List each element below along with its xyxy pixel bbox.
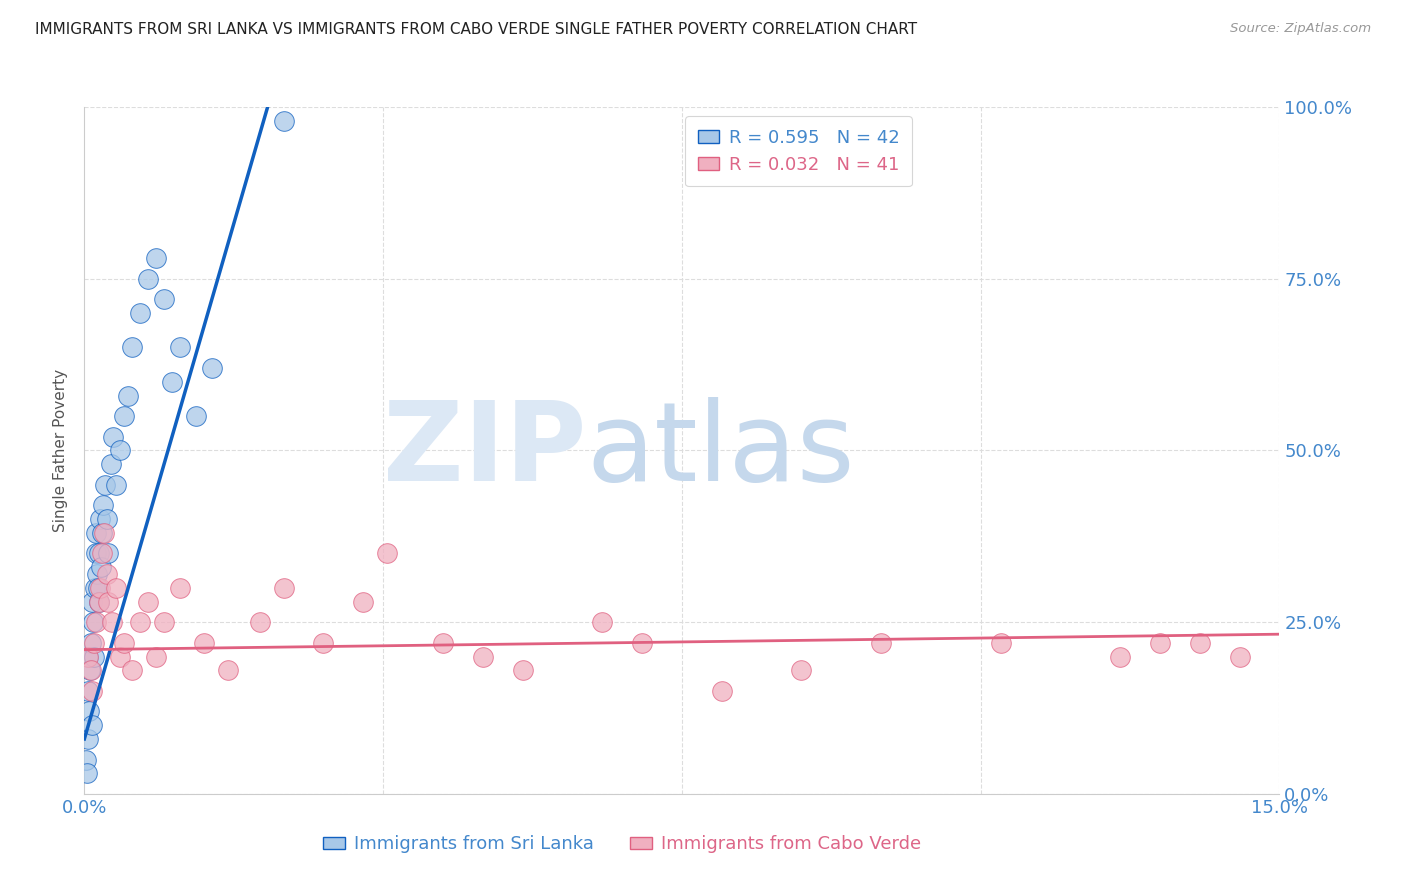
Point (273, 113, 295, 128)
Point (375, 546, 398, 561)
Point (101, 430, 124, 444)
Point (90, 525, 112, 540)
Point (512, 663, 534, 677)
Text: IMMIGRANTS FROM SRI LANKA VS IMMIGRANTS FROM CABO VERDE SINGLE FATHER POVERTY CO: IMMIGRANTS FROM SRI LANKA VS IMMIGRANTS … (35, 22, 917, 37)
Point (160, 375, 183, 389)
Point (97, 594, 120, 608)
Point (86, 525, 108, 540)
Point (105, 478, 128, 492)
Point (93, 499, 115, 513)
Point (110, 649, 132, 664)
Text: Source: ZipAtlas.com: Source: ZipAtlas.com (1230, 22, 1371, 36)
Point (169, 581, 191, 595)
Point (117, 388, 139, 402)
Point (77, 649, 100, 664)
Point (273, 581, 295, 595)
Point (86, 615, 108, 630)
Point (121, 340, 143, 354)
Point (77, 683, 100, 698)
Point (101, 615, 124, 630)
Point (153, 293, 176, 307)
Point (710, 683, 733, 698)
Point (79, 663, 101, 677)
Point (87, 581, 110, 595)
Point (93, 525, 115, 540)
Point (136, 271, 159, 285)
Point (432, 636, 454, 650)
Point (112, 409, 135, 424)
Point (312, 636, 335, 650)
Point (153, 615, 176, 630)
Point (87, 594, 110, 608)
Point (1109, 649, 1132, 664)
Point (76, 766, 98, 780)
Point (97, 546, 120, 561)
Point (82, 615, 104, 630)
Point (94, 478, 117, 492)
Point (352, 594, 374, 608)
Point (76, 731, 98, 746)
Text: atlas: atlas (586, 397, 855, 504)
Point (80, 636, 103, 650)
Point (136, 594, 159, 608)
Point (82, 594, 104, 608)
Point (80, 718, 103, 732)
Point (89, 546, 111, 561)
Legend: Immigrants from Sri Lanka, Immigrants from Cabo Verde: Immigrants from Sri Lanka, Immigrants fr… (316, 828, 928, 861)
Point (77, 705, 100, 719)
Point (83, 636, 105, 650)
Point (471, 649, 494, 664)
Point (1229, 649, 1251, 664)
Point (77, 649, 100, 664)
Point (90, 560, 112, 574)
Point (96, 567, 118, 582)
Point (217, 663, 239, 677)
Text: ZIP: ZIP (382, 397, 586, 504)
Point (184, 409, 207, 424)
Point (96, 512, 118, 526)
Y-axis label: Single Father Poverty: Single Father Poverty (53, 369, 69, 532)
Point (75, 753, 97, 767)
Point (83, 649, 105, 664)
Point (145, 251, 167, 265)
Point (990, 636, 1012, 650)
Point (870, 636, 893, 650)
Point (1149, 636, 1171, 650)
Point (129, 306, 152, 320)
Point (80, 663, 103, 677)
Point (83, 581, 105, 595)
Point (112, 636, 135, 650)
Point (591, 615, 613, 630)
Point (249, 615, 271, 630)
Point (90, 546, 112, 561)
Point (1188, 636, 1211, 650)
Point (121, 663, 143, 677)
Point (100, 457, 122, 471)
Point (145, 649, 167, 664)
Point (105, 581, 128, 595)
Point (193, 636, 215, 650)
Point (87, 594, 110, 608)
Point (129, 615, 152, 630)
Point (110, 443, 132, 458)
Point (169, 340, 191, 354)
Point (201, 361, 224, 376)
Point (86, 567, 108, 582)
Point (790, 663, 813, 677)
Point (631, 636, 654, 650)
Point (84, 546, 107, 561)
Point (89, 581, 111, 595)
Point (89, 512, 111, 526)
Point (82, 683, 104, 698)
